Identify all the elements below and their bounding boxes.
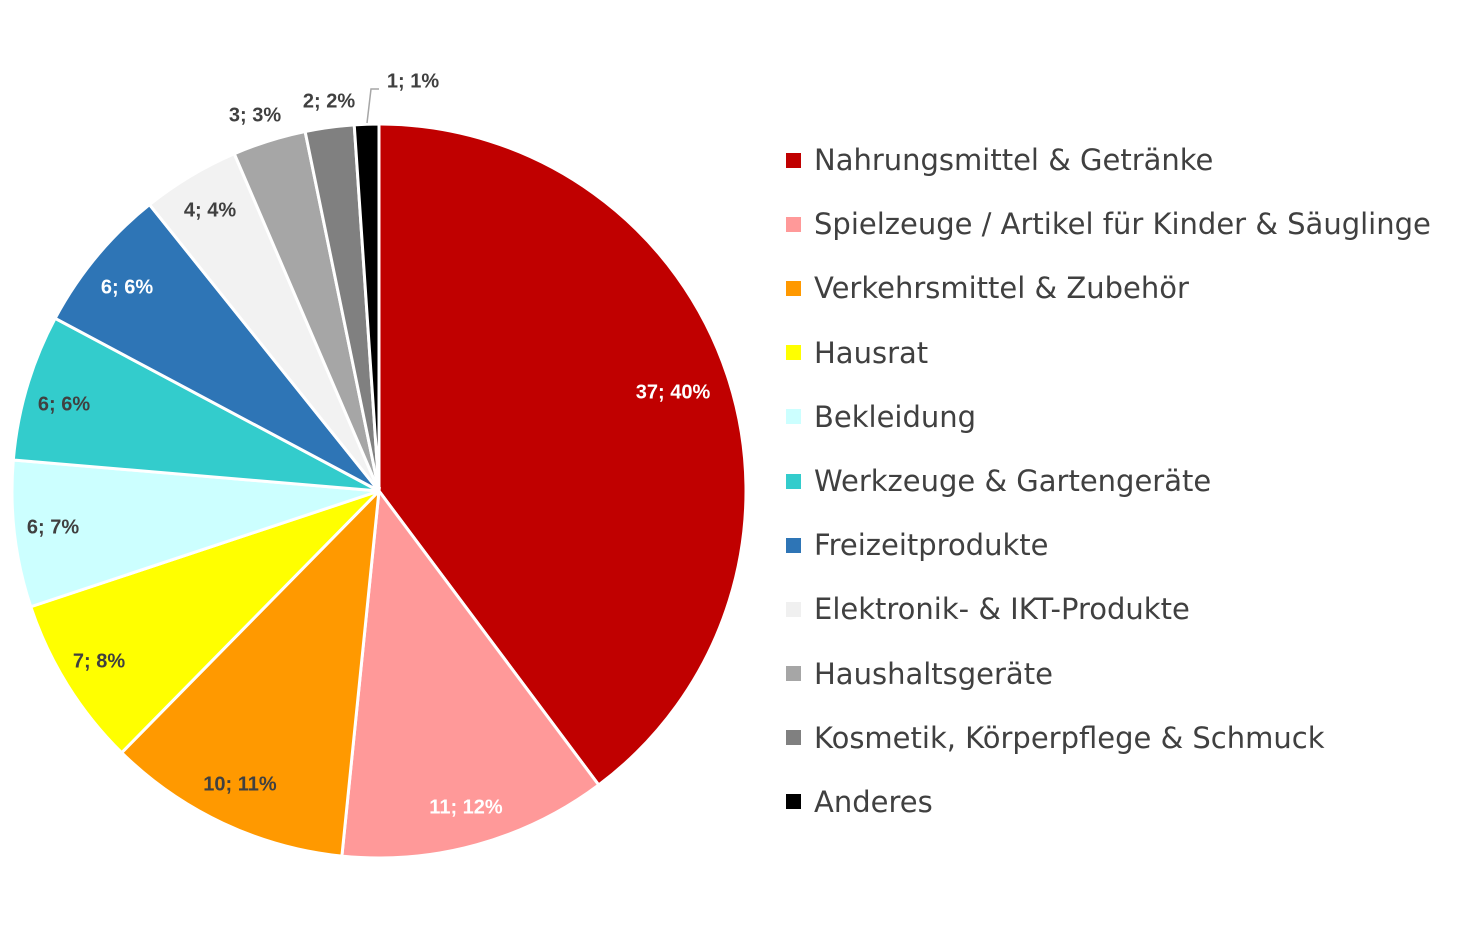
legend-item: Verkehrsmittel & Zubehör — [786, 256, 1431, 320]
legend-swatch — [786, 280, 801, 296]
data-label: 7; 8% — [73, 650, 125, 672]
legend-item: Anderes — [786, 770, 1431, 834]
data-labels: 37; 40% 11; 12% 10; 11% 7; 8% 6; 7% 6; 6% 6; 6… — [27, 70, 711, 818]
pie-slice — [352, 122, 381, 492]
data-label: 4; 4% — [184, 199, 236, 221]
legend-label: Anderes — [814, 784, 933, 819]
legend-label: Bekleidung — [814, 399, 977, 434]
legend-swatch — [786, 666, 801, 682]
legend-label: Hausrat — [814, 335, 929, 370]
data-label: 6; 7% — [27, 516, 79, 538]
legend-label: Freizeitprodukte — [814, 528, 1049, 563]
pie-slice — [10, 458, 380, 609]
legend-label: Kosmetik, Körperpflege & Schmuck — [814, 720, 1325, 755]
legend-swatch — [786, 601, 801, 617]
legend-item: Nahrungsmittel & Getränke — [786, 128, 1431, 192]
legend-item: Spielzeuge / Artikel für Kinder & Säugli… — [786, 192, 1431, 256]
pie-slice — [119, 486, 381, 858]
data-label: 1; 1% — [387, 70, 439, 92]
data-label: 37; 40% — [636, 381, 711, 403]
legend: Nahrungsmittel & Getränke Spielzeuge / Ar… — [786, 128, 1431, 834]
data-label: 3; 3% — [229, 104, 281, 126]
legend-label: Spielzeuge / Artikel für Kinder & Säugli… — [814, 207, 1431, 242]
legend-item: Hausrat — [786, 321, 1431, 385]
legend-swatch — [786, 152, 801, 168]
pie-slice — [53, 202, 381, 493]
legend-item: Bekleidung — [786, 385, 1431, 449]
pie-slices — [10, 122, 748, 860]
data-label: 2; 2% — [303, 90, 355, 112]
legend-swatch — [786, 216, 801, 232]
data-label: 11; 12% — [429, 796, 503, 818]
legend-swatch — [786, 537, 801, 553]
pie-slice — [11, 316, 380, 493]
legend-label: Haushaltsgeräte — [814, 656, 1053, 691]
data-label: 6; 6% — [38, 393, 90, 415]
leader-line — [366, 88, 379, 124]
legend-item: Elektronik- & IKT-Produkte — [786, 577, 1431, 641]
legend-label: Nahrungsmittel & Getränke — [814, 143, 1214, 178]
pie-slice — [377, 122, 748, 788]
pie-slice — [28, 489, 381, 755]
legend-item: Werkzeuge & Gartengeräte — [786, 449, 1431, 513]
legend-label: Verkehrsmittel & Zubehör — [814, 271, 1189, 306]
data-label: 10; 11% — [203, 773, 277, 795]
legend-item: Kosmetik, Körperpflege & Schmuck — [786, 706, 1431, 770]
legend-swatch — [786, 409, 801, 425]
legend-label: Werkzeuge & Gartengeräte — [814, 464, 1212, 499]
pie-slice — [340, 487, 601, 860]
legend-swatch — [786, 730, 801, 746]
legend-swatch — [786, 345, 801, 361]
legend-item: Haushaltsgeräte — [786, 642, 1431, 706]
data-label: 6; 6% — [101, 276, 153, 298]
legend-label: Elektronik- & IKT-Produkte — [814, 592, 1190, 627]
leader-lines — [366, 88, 379, 124]
legend-swatch — [786, 473, 801, 489]
legend-swatch — [786, 794, 801, 810]
legend-item: Freizeitprodukte — [786, 513, 1431, 577]
